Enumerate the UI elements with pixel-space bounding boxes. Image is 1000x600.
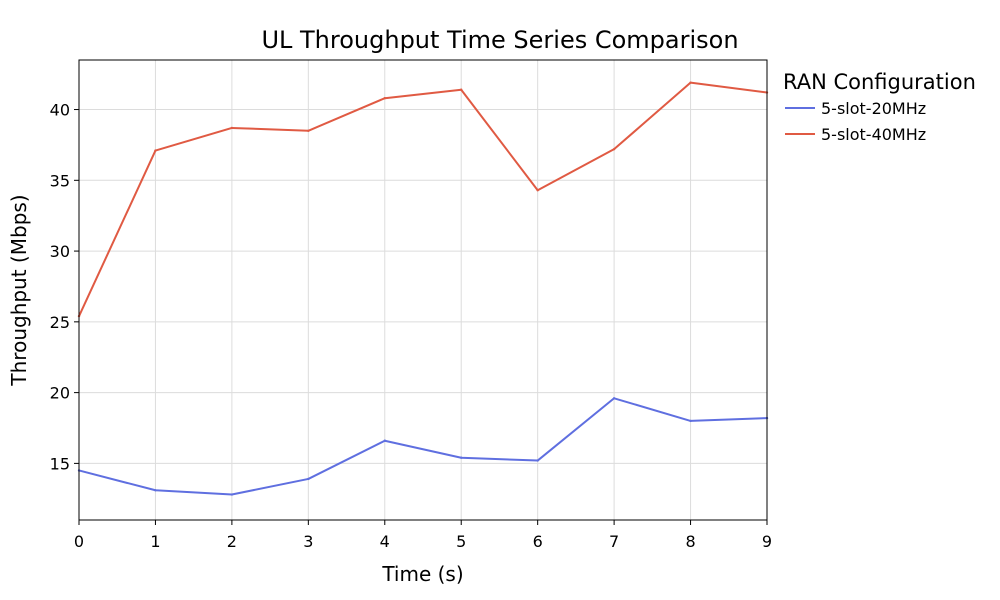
x-tick-label: 7	[609, 532, 619, 551]
plot-frame	[78, 59, 768, 521]
x-tick-label: 3	[303, 532, 313, 551]
x-tick-label: 0	[74, 532, 84, 551]
y-tick-label: 25	[50, 313, 70, 332]
x-axis-title: Time (s)	[381, 562, 463, 586]
y-tick-label: 20	[50, 384, 70, 403]
x-tick-label: 9	[762, 532, 772, 551]
data-point	[689, 419, 692, 423]
data-point	[612, 397, 616, 400]
data-point	[612, 147, 616, 151]
legend-title: RAN Configuration	[783, 70, 976, 94]
x-tick-label: 6	[533, 532, 543, 551]
data-point	[307, 477, 310, 481]
series-layer	[77, 81, 769, 496]
y-tick-label: 30	[50, 242, 70, 261]
x-axis-ticks: 0 1 2 3 4 5 6 7 8 9	[74, 520, 772, 551]
data-point	[689, 81, 692, 84]
data-point	[383, 439, 386, 442]
legend-items: 5-slot-20MHz 5-slot-40MHz	[785, 99, 926, 144]
x-tick-label: 2	[227, 532, 237, 551]
y-tick-label: 35	[50, 171, 70, 190]
y-axis-title: Throughput (Mbps)	[7, 194, 31, 386]
data-point	[536, 189, 539, 192]
x-tick-label: 4	[380, 532, 390, 551]
data-point	[536, 459, 539, 462]
data-point	[383, 97, 386, 100]
series-line-5-slot-40MHz	[78, 81, 768, 317]
data-point	[460, 88, 463, 91]
data-point	[154, 489, 157, 492]
y-tick-label: 40	[50, 101, 70, 120]
data-point	[230, 493, 234, 496]
chart-title: UL Throughput Time Series Comparison	[261, 26, 738, 54]
y-tick-label: 15	[50, 454, 70, 473]
x-tick-label: 1	[150, 532, 160, 551]
y-axis-ticks: 15 20 25 30 35 40	[50, 101, 79, 473]
data-point	[460, 456, 463, 459]
legend: RAN Configuration 5-slot-20MHz 5-slot-40M…	[783, 70, 976, 144]
legend-label: 5-slot-20MHz	[821, 99, 926, 118]
legend-label: 5-slot-40MHz	[821, 125, 926, 144]
data-point	[307, 129, 310, 132]
x-tick-label: 5	[456, 532, 466, 551]
x-tick-label: 8	[685, 532, 695, 551]
data-point	[230, 126, 234, 130]
series-line-5-slot-20MHz	[78, 397, 768, 496]
data-point	[154, 149, 157, 152]
grid-layer	[78, 60, 768, 520]
